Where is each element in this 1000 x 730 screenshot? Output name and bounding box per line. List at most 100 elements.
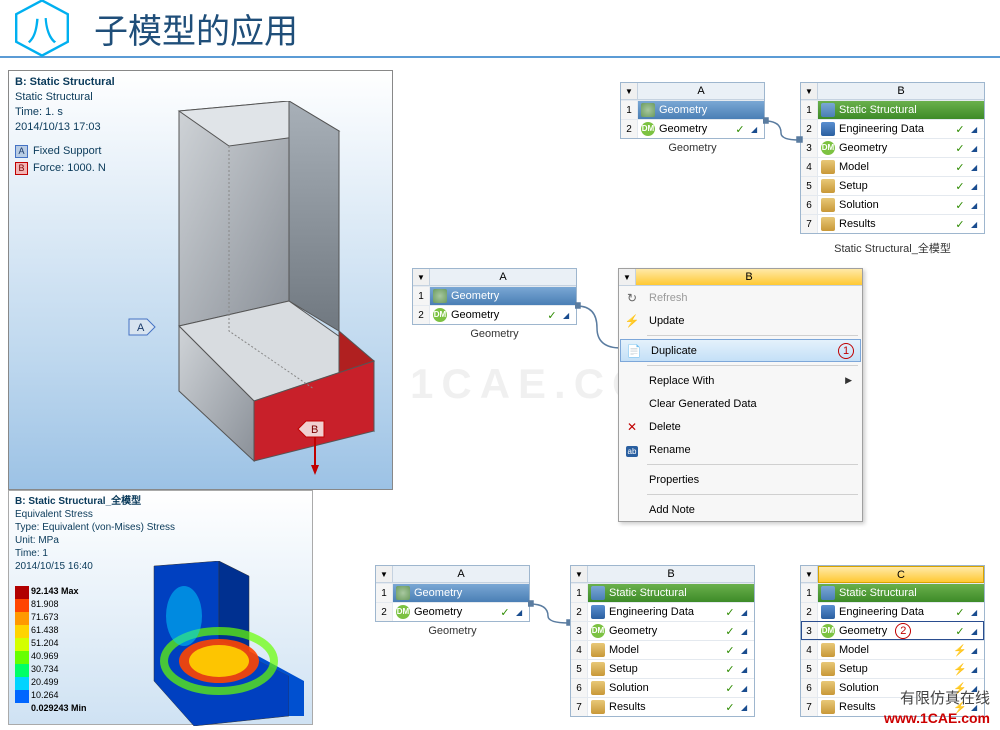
ctx-add-note[interactable]: Add Note bbox=[619, 498, 862, 521]
menu-icon[interactable]: ◢ bbox=[741, 608, 751, 617]
ic-dm-icon: DM bbox=[433, 308, 447, 322]
status-icon: ✓ bbox=[953, 625, 967, 638]
dropdown-icon[interactable]: ▼ bbox=[621, 83, 638, 100]
cell-row[interactable]: 6 Solution ✓ ◢ bbox=[801, 195, 984, 214]
ctx-update[interactable]: ⚡ Update bbox=[619, 309, 862, 332]
model-3d: A B bbox=[94, 101, 384, 481]
menu-icon[interactable]: ◢ bbox=[741, 684, 751, 693]
ctx-clear-generated-data[interactable]: Clear Generated Data bbox=[619, 392, 862, 415]
menu-icon[interactable]: ◢ bbox=[563, 311, 573, 320]
cell-row[interactable]: 3 DM Geometry ✓ ◢ bbox=[571, 621, 754, 640]
menu-icon[interactable]: ◢ bbox=[971, 125, 981, 134]
menu-icon[interactable]: ◢ bbox=[971, 144, 981, 153]
cell-label: Geometry bbox=[451, 290, 573, 302]
cell-row[interactable]: 2 DM Geometry ✓ ◢ bbox=[621, 119, 764, 138]
menu-icon[interactable]: ◢ bbox=[971, 201, 981, 210]
status-icon: ✓ bbox=[498, 606, 512, 619]
ic-dm-icon: DM bbox=[641, 122, 655, 136]
cell-row[interactable]: 1 Static Structural bbox=[801, 583, 984, 602]
schematic-cell-geometry-a-top[interactable]: ▼A 1 Geometry 2 DM Geometry ✓ ◢ bbox=[620, 82, 765, 139]
schematic-cell-static-structural-b-top[interactable]: ▼B 1 Static Structural 2 Engineering Dat… bbox=[800, 82, 985, 234]
cell-label: Results bbox=[609, 701, 719, 713]
cell-row[interactable]: 7 Results ✓ ◢ bbox=[571, 697, 754, 716]
cell-label: Geometry bbox=[659, 104, 761, 116]
cell-row[interactable]: 2 Engineering Data ✓ ◢ bbox=[571, 602, 754, 621]
schematic-cell-geometry-a-bottom[interactable]: ▼A 1 Geometry 2 DM Geometry ✓ ◢ bbox=[375, 565, 530, 622]
cell-row[interactable]: 2 Engineering Data ✓ ◢ bbox=[801, 119, 984, 138]
cell-row[interactable]: 6 Solution ✓ ◢ bbox=[571, 678, 754, 697]
column-header: C bbox=[818, 566, 984, 583]
menu-icon[interactable]: ◢ bbox=[971, 665, 981, 674]
separator bbox=[647, 365, 858, 366]
cell-row[interactable]: 4 Model ⚡ ◢ bbox=[801, 640, 984, 659]
status-icon: ✓ bbox=[545, 309, 559, 322]
cell-row[interactable]: 2 DM Geometry ✓ ◢ bbox=[376, 602, 529, 621]
cell-row[interactable]: 1 Static Structural bbox=[571, 583, 754, 602]
cell-row[interactable]: 2 Engineering Data ✓ ◢ bbox=[801, 602, 984, 621]
cell-row[interactable]: 1 Geometry bbox=[376, 583, 529, 602]
ctx-properties[interactable]: Properties bbox=[619, 468, 862, 491]
menu-icon[interactable]: ◢ bbox=[971, 163, 981, 172]
dropdown-icon[interactable]: ▼ bbox=[376, 566, 393, 583]
cell-row[interactable]: 5 Setup ⚡ ◢ bbox=[801, 659, 984, 678]
ic-setup-icon bbox=[821, 179, 835, 193]
menu-icon[interactable]: ◢ bbox=[971, 608, 981, 617]
cell-row[interactable]: 1 Geometry bbox=[621, 100, 764, 119]
ctx-column: B bbox=[636, 269, 862, 285]
menu-icon[interactable]: ◢ bbox=[741, 665, 751, 674]
ic-eng-icon bbox=[821, 605, 835, 619]
cell-row[interactable]: 4 Model ✓ ◢ bbox=[801, 157, 984, 176]
ic-dm-icon: DM bbox=[821, 141, 835, 155]
status-icon: ✓ bbox=[723, 606, 737, 619]
menu-icon[interactable]: ◢ bbox=[971, 627, 981, 636]
result-viewport: B: Static Structural_全模型 Equivalent Stre… bbox=[8, 490, 313, 725]
menu-icon[interactable]: ◢ bbox=[971, 220, 981, 229]
ic-eng-icon bbox=[821, 122, 835, 136]
colorbar-labels: 92.143 Max81.90871.67361.43851.20440.969… bbox=[31, 585, 87, 715]
menu-icon[interactable]: ◢ bbox=[516, 608, 526, 617]
ctx-duplicate[interactable]: 📄 Duplicate 1 bbox=[620, 339, 861, 362]
cell-label: Solution bbox=[609, 682, 719, 694]
column-header: A bbox=[430, 269, 576, 286]
cell-row[interactable]: 4 Model ✓ ◢ bbox=[571, 640, 754, 659]
ic-dm-icon: DM bbox=[396, 605, 410, 619]
svg-text:B: B bbox=[311, 424, 318, 436]
cell-row[interactable]: 3 DM Geometry2 ✓ ◢ bbox=[801, 621, 984, 640]
svg-text:A: A bbox=[137, 322, 145, 334]
cell-label: Model bbox=[839, 161, 949, 173]
cell-label: Static Structural bbox=[839, 587, 981, 599]
menu-icon[interactable]: ◢ bbox=[971, 182, 981, 191]
cell-context-menu[interactable]: ▼B ↻ Refresh ⚡ Update 📄 Duplicate 1 Repl… bbox=[618, 268, 863, 522]
dropdown-icon[interactable]: ▼ bbox=[801, 566, 818, 583]
ic-ss-icon bbox=[591, 586, 605, 600]
ctx-rename[interactable]: ab Rename bbox=[619, 438, 862, 461]
cell-row[interactable]: 1 Geometry bbox=[413, 286, 576, 305]
ctx-icon: ⚡ bbox=[619, 314, 645, 328]
cell-row[interactable]: 3 DM Geometry ✓ ◢ bbox=[801, 138, 984, 157]
dropdown-icon[interactable]: ▼ bbox=[801, 83, 818, 100]
schematic-cell-geometry-a-mid[interactable]: ▼A 1 Geometry 2 DM Geometry ✓ ◢ bbox=[412, 268, 577, 325]
caption-geometry-top: Geometry bbox=[620, 142, 765, 154]
status-icon: ✓ bbox=[953, 161, 967, 174]
dropdown-icon[interactable]: ▼ bbox=[619, 269, 636, 285]
menu-icon[interactable]: ◢ bbox=[751, 125, 761, 134]
cell-row[interactable]: 2 DM Geometry ✓ ◢ bbox=[413, 305, 576, 324]
section-number-hexagon: 八 bbox=[12, 0, 72, 58]
cell-row[interactable]: 7 Results ✓ ◢ bbox=[801, 214, 984, 233]
menu-icon[interactable]: ◢ bbox=[741, 703, 751, 712]
menu-icon[interactable]: ◢ bbox=[741, 627, 751, 636]
cell-row[interactable]: 5 Setup ✓ ◢ bbox=[801, 176, 984, 195]
cell-row[interactable]: 5 Setup ✓ ◢ bbox=[571, 659, 754, 678]
cell-row[interactable]: 1 Static Structural bbox=[801, 100, 984, 119]
ctx-delete[interactable]: ✕ Delete bbox=[619, 415, 862, 438]
schematic-cell-static-structural-b-bottom[interactable]: ▼B 1 Static Structural 2 Engineering Dat… bbox=[570, 565, 755, 717]
status-icon: ✓ bbox=[953, 180, 967, 193]
status-icon: ✓ bbox=[953, 199, 967, 212]
dropdown-icon[interactable]: ▼ bbox=[413, 269, 430, 286]
ctx-replace-with[interactable]: Replace With ▶ bbox=[619, 369, 862, 392]
dropdown-icon[interactable]: ▼ bbox=[571, 566, 588, 583]
cell-label: Geometry bbox=[451, 309, 541, 321]
menu-icon[interactable]: ◢ bbox=[971, 646, 981, 655]
menu-icon[interactable]: ◢ bbox=[741, 646, 751, 655]
cell-label: Geometry bbox=[609, 625, 719, 637]
